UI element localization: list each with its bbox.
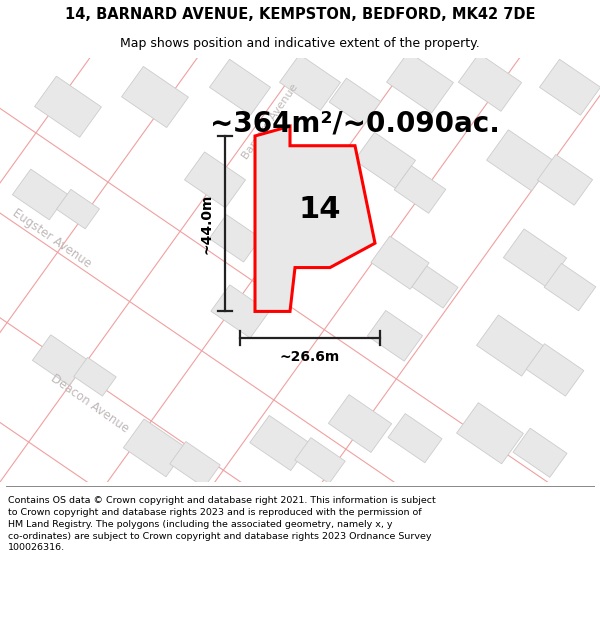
Polygon shape bbox=[386, 52, 454, 113]
Polygon shape bbox=[355, 132, 416, 188]
Text: Contains OS data © Crown copyright and database right 2021. This information is : Contains OS data © Crown copyright and d… bbox=[8, 496, 436, 552]
Text: Deacon Avenue: Deacon Avenue bbox=[49, 372, 131, 436]
Text: ~26.6m: ~26.6m bbox=[280, 350, 340, 364]
Polygon shape bbox=[295, 438, 345, 484]
Polygon shape bbox=[538, 154, 593, 205]
Text: ~44.0m: ~44.0m bbox=[200, 194, 214, 254]
Polygon shape bbox=[388, 414, 442, 462]
Polygon shape bbox=[526, 344, 584, 396]
Polygon shape bbox=[371, 236, 429, 289]
Polygon shape bbox=[170, 441, 220, 488]
Polygon shape bbox=[32, 335, 88, 386]
Polygon shape bbox=[367, 311, 422, 361]
Text: Map shows position and indicative extent of the property.: Map shows position and indicative extent… bbox=[120, 37, 480, 50]
Polygon shape bbox=[250, 416, 310, 471]
Polygon shape bbox=[280, 54, 341, 111]
Polygon shape bbox=[56, 189, 100, 229]
Polygon shape bbox=[184, 152, 245, 208]
Text: Eugster Avenue: Eugster Avenue bbox=[10, 206, 94, 271]
Polygon shape bbox=[487, 130, 553, 191]
Polygon shape bbox=[457, 402, 523, 464]
Polygon shape bbox=[255, 126, 375, 311]
Text: 14, BARNARD AVENUE, KEMPSTON, BEDFORD, MK42 7DE: 14, BARNARD AVENUE, KEMPSTON, BEDFORD, M… bbox=[65, 7, 535, 22]
Polygon shape bbox=[503, 229, 566, 287]
Polygon shape bbox=[394, 166, 446, 213]
Polygon shape bbox=[209, 59, 271, 115]
Polygon shape bbox=[476, 315, 544, 376]
Polygon shape bbox=[513, 428, 567, 478]
Polygon shape bbox=[539, 59, 600, 115]
Polygon shape bbox=[412, 266, 458, 308]
Text: Barnard Avenue: Barnard Avenue bbox=[240, 82, 300, 161]
Polygon shape bbox=[328, 394, 392, 452]
Polygon shape bbox=[329, 78, 381, 126]
Polygon shape bbox=[74, 357, 116, 396]
Polygon shape bbox=[13, 169, 68, 220]
Text: 14: 14 bbox=[299, 194, 341, 224]
Text: ~364m²/~0.090ac.: ~364m²/~0.090ac. bbox=[210, 109, 500, 138]
Polygon shape bbox=[544, 263, 596, 311]
Polygon shape bbox=[35, 76, 101, 138]
Polygon shape bbox=[211, 285, 269, 338]
Polygon shape bbox=[124, 419, 187, 477]
Polygon shape bbox=[458, 54, 521, 111]
Polygon shape bbox=[122, 66, 188, 128]
Polygon shape bbox=[209, 214, 261, 262]
